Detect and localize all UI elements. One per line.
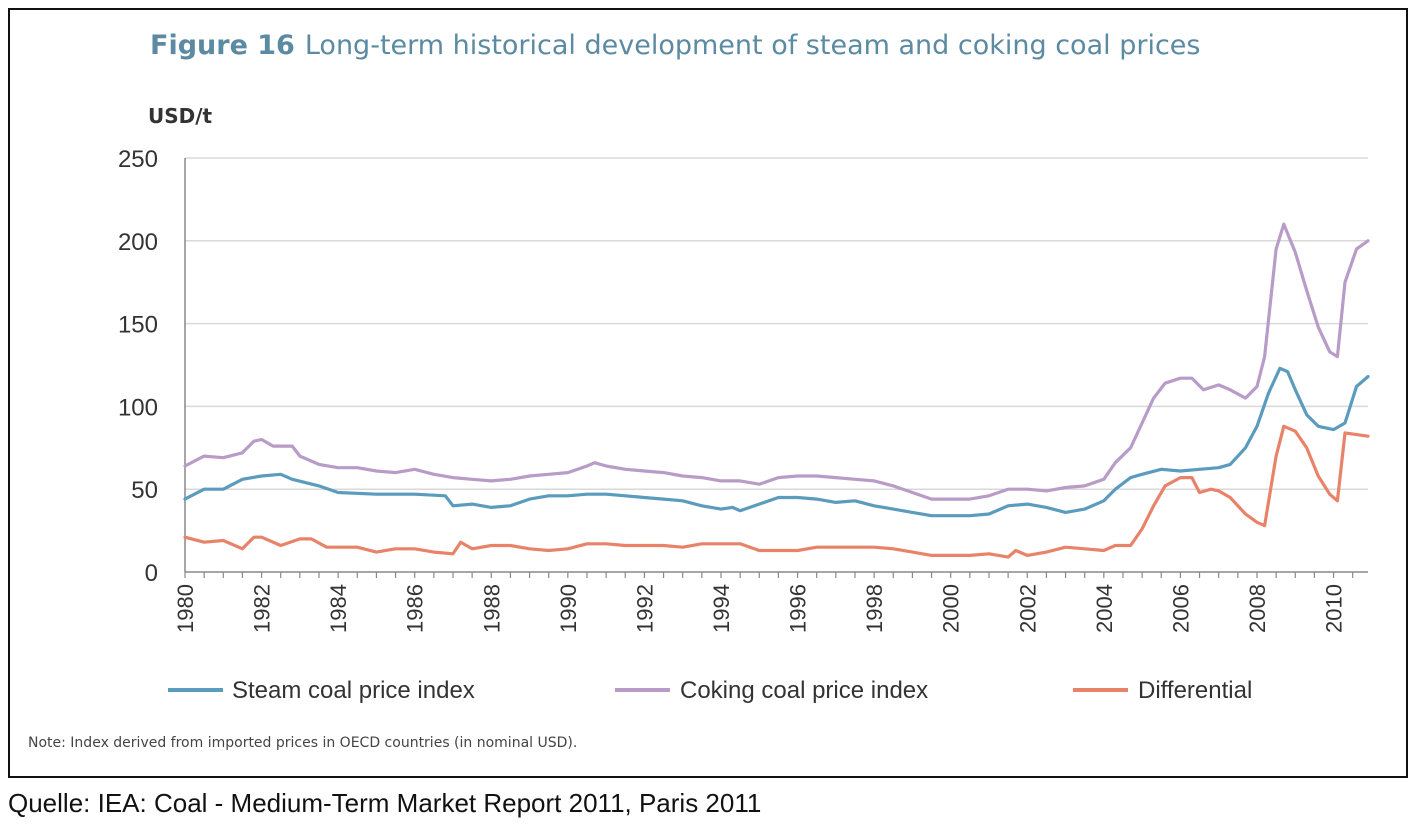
chart-note: Note: Index derived from imported prices… [28,735,578,751]
x-tick-label: 1998 [862,584,887,633]
x-tick-label: 1982 [250,584,275,633]
x-tick-label: 2000 [939,584,964,633]
x-tick-label: 2008 [1245,584,1270,633]
x-tick-label: 2006 [1168,584,1193,633]
series-lines [183,222,1370,559]
figure-label: Figure 16 [150,30,295,61]
figure-title-text: Long-term historical development of stea… [304,30,1201,61]
legend-label: Coking coal price index [680,677,928,704]
y-tick-label: 200 [118,229,158,256]
x-tick-label: 2010 [1322,584,1347,633]
y-axis-unit-label: USD/t [148,104,213,128]
axes: 0 50 100 150 200 250 1980 1982 1984 1986 1988 1990 1… [118,146,1368,633]
legend-label: Differential [1138,677,1252,704]
series-line-3 [183,424,1370,559]
x-tick-label: 1990 [556,584,581,633]
series-line-2 [183,222,1370,501]
y-tick-label: 0 [145,560,158,587]
y-tick-label: 100 [118,394,158,421]
figure-title: Figure 16 Long-term historical developmen… [150,30,1200,61]
x-tick-label: 1986 [403,584,428,633]
legend-label: Steam coal price index [232,677,475,704]
x-tick-label: 1988 [479,584,504,633]
x-tick-label: 2002 [1015,584,1040,633]
figure-frame [8,8,1408,778]
x-tick-label: 1984 [326,584,351,633]
y-tick-label: 150 [118,312,158,339]
x-tick-label: 1980 [173,584,198,633]
x-tick-label: 1996 [786,584,811,633]
source-citation: Quelle: IEA: Coal - Medium-Term Market R… [8,788,762,818]
legend: Steam coal price index Coking coal price … [168,677,1252,704]
x-tick-label: 1994 [709,584,734,633]
series-line-1 [183,366,1370,518]
gridlines [185,157,1368,490]
y-tick-label: 50 [131,477,158,504]
x-tick-label: 1992 [632,584,657,633]
y-tick-label: 250 [118,146,158,173]
x-tick-label: 2004 [1092,584,1117,633]
